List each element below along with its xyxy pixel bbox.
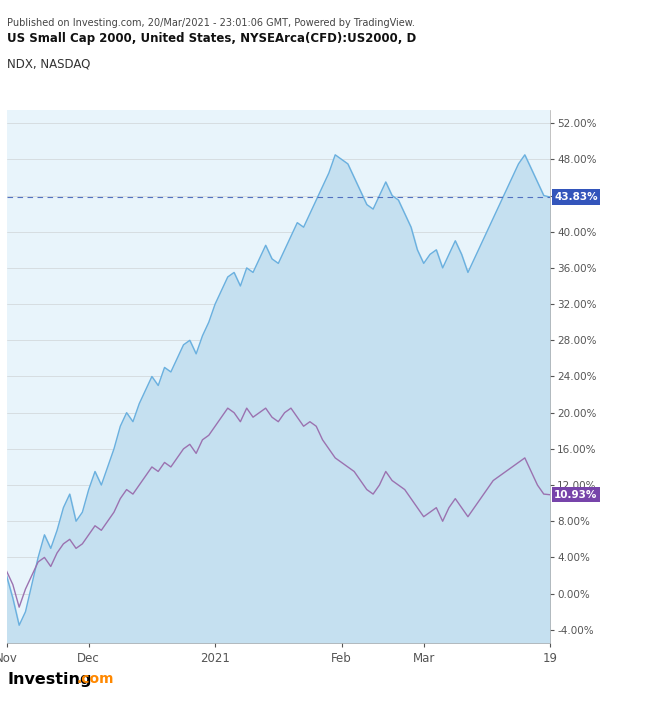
Text: Published on Investing.com, 20/Mar/2021 - 23:01:06 GMT, Powered by TradingView.: Published on Investing.com, 20/Mar/2021 … [7, 18, 415, 28]
Text: US Small Cap 2000, United States, NYSEArca(CFD):US2000, D: US Small Cap 2000, United States, NYSEAr… [7, 32, 416, 45]
Text: 10.93%: 10.93% [554, 490, 598, 500]
Text: NDX, NASDAQ: NDX, NASDAQ [7, 58, 90, 71]
Text: 43.83%: 43.83% [554, 192, 598, 202]
Text: Investing: Investing [8, 672, 92, 686]
Text: .com: .com [77, 672, 115, 686]
